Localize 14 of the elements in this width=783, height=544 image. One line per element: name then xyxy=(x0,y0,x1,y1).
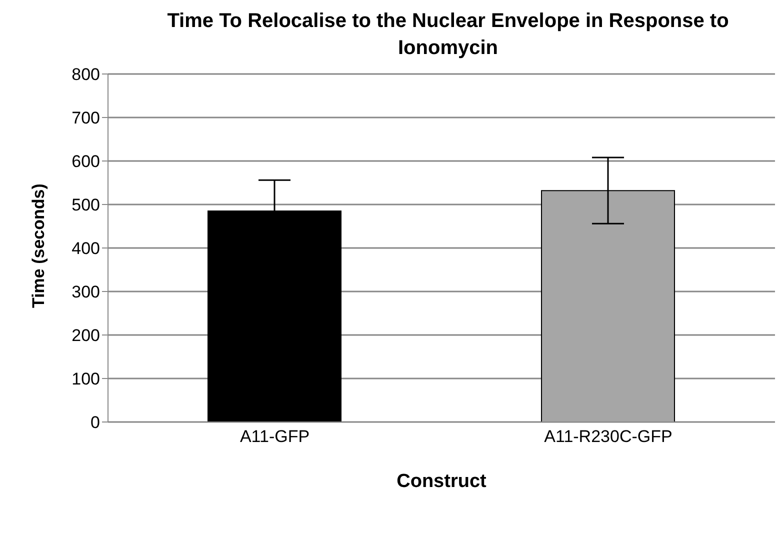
y-tick-label: 400 xyxy=(72,239,100,258)
chart-title: Time To Relocalise to the Nuclear Envelope in Response to Ionomycin xyxy=(166,9,730,61)
x-axis-title: Construct xyxy=(396,471,488,492)
y-tick-label: 500 xyxy=(72,196,100,215)
y-tick-label: 100 xyxy=(72,370,100,389)
x-tick-label: A11-R230C-GFP xyxy=(544,427,672,446)
y-tick-label: 300 xyxy=(72,282,100,302)
y-axis-title: Time (seconds) xyxy=(29,184,48,308)
y-tick-label: 200 xyxy=(72,326,100,346)
y-tick-label: 700 xyxy=(72,108,100,128)
y-tick-label: 800 xyxy=(72,65,100,84)
y-tick-label: 600 xyxy=(72,152,100,172)
y-tick-label: 0 xyxy=(90,413,100,432)
x-tick-label: A11-GFP xyxy=(240,427,310,446)
